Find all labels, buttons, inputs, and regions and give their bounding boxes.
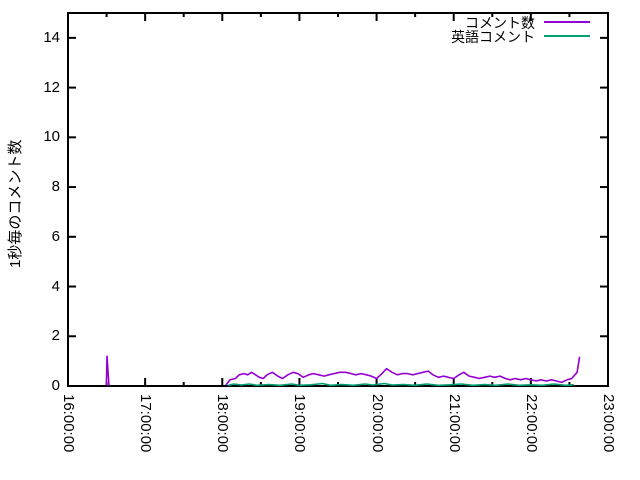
x-tick-label-21: 21:00:00 <box>445 394 463 453</box>
x-tick-label-17: 17:00:00 <box>137 394 155 453</box>
x-tick-label-22: 22:00:00 <box>522 394 540 453</box>
series-line-0 <box>225 356 581 386</box>
y-tick-label-0: 0 <box>51 377 60 394</box>
legend-item-english-comments: 英語コメント <box>451 30 590 44</box>
x-tick-label-19: 19:00:00 <box>291 394 309 453</box>
y-tick-label-14: 14 <box>43 28 60 46</box>
y-tick-label-4: 4 <box>51 277 60 295</box>
y-tick-label-10: 10 <box>43 128 60 146</box>
x-tick-label-18: 18:00:00 <box>214 394 232 453</box>
plot-border <box>67 12 609 387</box>
legend-line-sample-english-comments <box>544 35 590 37</box>
legend-label-english-comments: 英語コメント <box>451 29 535 45</box>
legend-line-sample-comments <box>544 21 590 23</box>
legend-label-comments: コメント数 <box>465 15 535 31</box>
series-line-1 <box>227 382 575 387</box>
legend-item-comments: コメント数 <box>451 16 590 30</box>
x-tick-label-16: 16:00:00 <box>60 394 77 453</box>
x-tick-label-23: 23:00:00 <box>600 394 617 453</box>
y-tick-label-2: 2 <box>51 327 60 345</box>
x-tick-label-20: 20:00:00 <box>368 394 386 453</box>
y-tick-label-6: 6 <box>51 227 60 245</box>
y-tick-label-8: 8 <box>51 178 60 196</box>
legend: コメント数 英語コメント <box>451 16 590 44</box>
y-tick-label-12: 12 <box>43 78 60 96</box>
series-line-0 <box>105 355 110 386</box>
y-axis-title: 1秒毎のコメント数 <box>7 139 24 268</box>
